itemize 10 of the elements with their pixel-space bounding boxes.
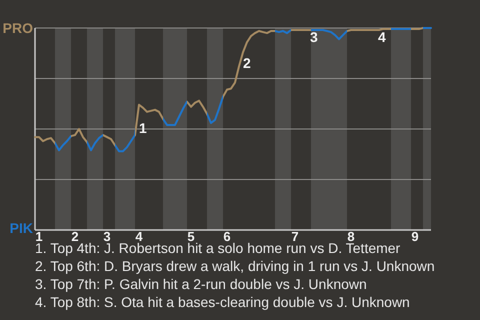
text: 2. Top 6th: D. Bryars drew a walk, driving in 1 run vs J. Unknown (35, 258, 435, 274)
text: 4. Top 8th: S. Ota hit a bases-clearing double vs J. Unknown (35, 294, 410, 310)
x-tick-label: 9 (411, 229, 419, 244)
annotation: 4 (378, 29, 386, 45)
text: PIK (10, 220, 33, 236)
annotation: 2 (243, 55, 251, 71)
annotation: 1 (139, 120, 147, 136)
text: PRO (2, 20, 34, 36)
annotation: 3 (310, 29, 318, 45)
text: 3. Top 7th: P. Galvin hit a 2-run double vs J. Unknown (35, 276, 367, 292)
